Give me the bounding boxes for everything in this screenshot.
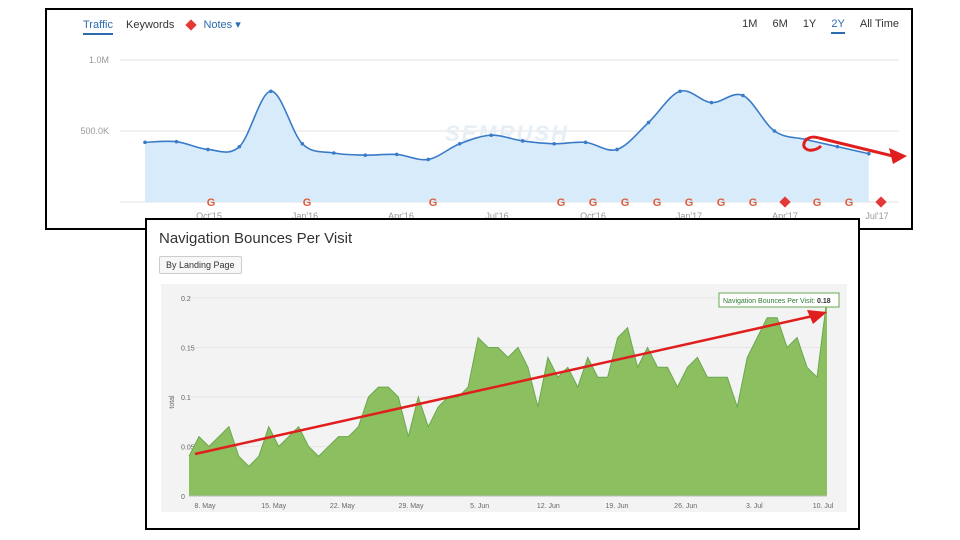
x-tick-label: 5. Jun [470,503,489,510]
traffic-point [332,151,336,155]
google-update-icon: G [685,197,694,209]
x-tick-label: 29. May [399,503,424,510]
tooltip-box [718,292,840,308]
traffic-point [489,133,493,138]
annotation-arrow-line [818,136,894,158]
annotation-arrow-head [889,148,907,164]
note-diamond-icon [779,196,791,208]
trend-arrow-line [194,314,814,456]
x-tick-label: Apr'17 [772,211,798,221]
bounces-area [189,298,827,496]
x-tick-label: Jul'17 [865,211,888,221]
google-update-icon: G [749,197,758,209]
range-1m[interactable]: 1M [742,18,758,30]
google-update-icon: G [653,197,662,209]
page-title: Navigation Bounces Per Visit [159,230,353,247]
x-tick-label: 10. Jul [813,503,834,510]
y-tick-label: 0.2 [181,296,191,303]
traffic-point [615,147,619,152]
x-tick-label: 22. May [330,503,355,510]
tab-keywords[interactable]: Keywords [126,19,175,31]
traffic-point [206,147,210,152]
x-tick-label: Apr'16 [388,211,414,221]
y-axis-label: total [169,395,176,409]
traffic-point [363,153,368,157]
note-diamond-icon [875,196,887,208]
x-tick-label: 3. Jul [746,503,763,510]
traffic-point [678,89,682,94]
bounces-line [188,297,828,468]
tab-notes[interactable]: Notes ▾ [185,18,241,31]
traffic-point [709,100,714,105]
x-tick-label: Oct'15 [196,211,222,221]
chevron-down-icon: ▾ [235,19,241,31]
range-6m[interactable]: 6M [772,18,788,30]
google-update-icon: G [845,197,854,209]
traffic-point [457,141,462,146]
traffic-panel: Traffic Keywords Notes ▾ 1M 6M 1Y 2Y All… [45,8,913,230]
y-tick-label: 0.1 [181,395,191,402]
google-update-icon: G [207,197,216,209]
x-tick-label: 8. May [194,503,216,510]
traffic-point [741,93,745,98]
traffic-point [300,141,305,146]
google-update-icon: G [621,197,630,209]
y-tick-label: 0.05 [181,445,195,452]
traffic-point [426,157,431,162]
range-2y[interactable]: 2Y [831,18,845,34]
traffic-point [143,140,147,145]
traffic-point [552,141,556,146]
tooltip-label: Navigation Bounces Per Visit: 0.18 [723,298,831,305]
y-tick-label: 500.0K [80,126,109,136]
x-tick-label: 26. Jun [674,503,697,510]
traffic-point [835,144,840,149]
range-all-time[interactable]: All Time [859,18,899,30]
tab-notes-label: Notes [203,19,233,31]
annotation-mark [802,135,823,152]
google-update-icon: G [589,197,598,209]
google-update-icon: G [303,197,312,209]
x-tick-label: Jul'16 [485,211,508,221]
by-landing-page-button[interactable]: By Landing Page [159,256,242,274]
traffic-point [867,151,871,156]
time-range-selector: 1M 6M 1Y 2Y All Time [730,18,899,34]
google-update-icon: G [813,197,822,209]
traffic-point [772,129,777,133]
x-tick-label: Jan'16 [292,211,318,221]
x-tick-label: 15. May [261,503,286,510]
bounces-plot-area: 0.2 0.15 0.1 0.05 0 total 8. May 15. May 22. May… [161,284,847,512]
google-update-icon: G [717,197,726,209]
google-update-icon: G [557,197,566,209]
y-tick-label: 0 [181,494,185,501]
x-tick-label: 12. Jun [537,503,560,510]
traffic-point [646,120,651,125]
tooltip-value: 0.18 [817,298,831,305]
range-1y[interactable]: 1Y [802,18,817,30]
bounces-panel: Navigation Bounces Per Visit By Landing … [145,218,860,530]
trend-arrow-head [807,310,827,324]
x-tick-label: Jan'17 [676,211,702,221]
traffic-point [237,144,242,149]
traffic-point [174,139,179,144]
traffic-tabs: Traffic Keywords Notes ▾ [83,18,251,35]
traffic-point [394,152,399,157]
google-update-icon: G [429,197,438,209]
bounces-chart: 0.2 0.15 0.1 0.05 0 total 8. May 15. May 22. May… [169,292,840,510]
y-tick-label: 1.0M [89,55,109,65]
tab-traffic[interactable]: Traffic [83,19,113,35]
traffic-point [520,139,525,143]
traffic-point [583,140,588,145]
traffic-point [269,89,273,94]
x-tick-label: Oct'16 [580,211,606,221]
x-tick-label: 19. Jun [606,503,629,510]
traffic-area [145,90,869,202]
y-tick-label: 0.15 [181,346,195,353]
